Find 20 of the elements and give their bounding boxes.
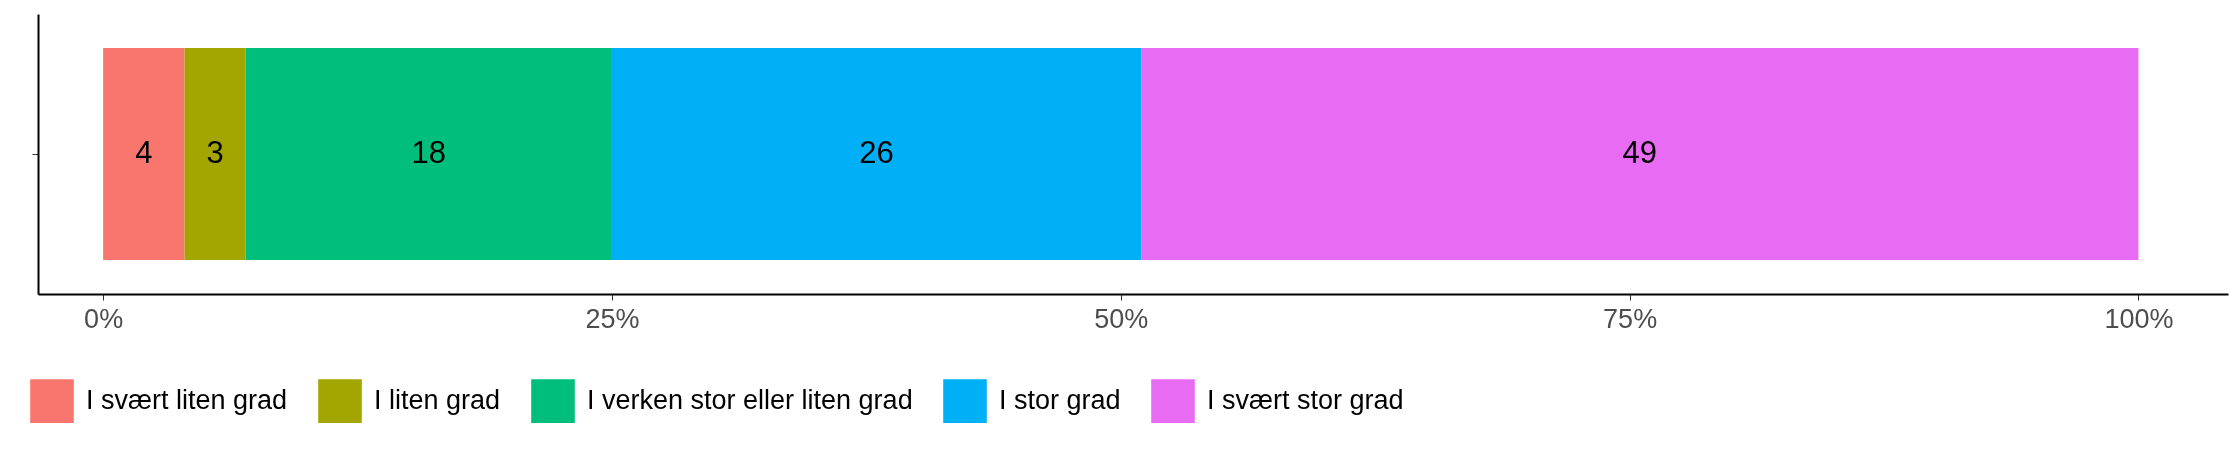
x-tick-label: 100% [2104,303,2174,334]
data-label: 4 [135,135,153,170]
bar [611,47,1142,261]
data-label: 3 [206,135,224,170]
legend-label: I svært stor grad [1207,385,1404,416]
data-label: 18 [411,135,447,170]
bar [184,47,246,261]
x-tick-label: 75% [1603,303,1658,334]
bar [1141,47,2139,261]
bar [103,47,185,261]
x-tick-label: 0% [84,303,124,334]
legend-label: I verken stor eller liten grad [587,385,913,416]
x-tick-label: 25% [585,303,640,334]
x-tick-label: 50% [1094,303,1149,334]
bar [245,47,612,261]
legend-label: I stor grad [999,385,1121,416]
data-label: 26 [859,135,894,170]
legend-label: I liten grad [374,385,501,416]
legend-label: I svært liten grad [86,385,288,416]
data-label: 49 [1622,135,1658,170]
